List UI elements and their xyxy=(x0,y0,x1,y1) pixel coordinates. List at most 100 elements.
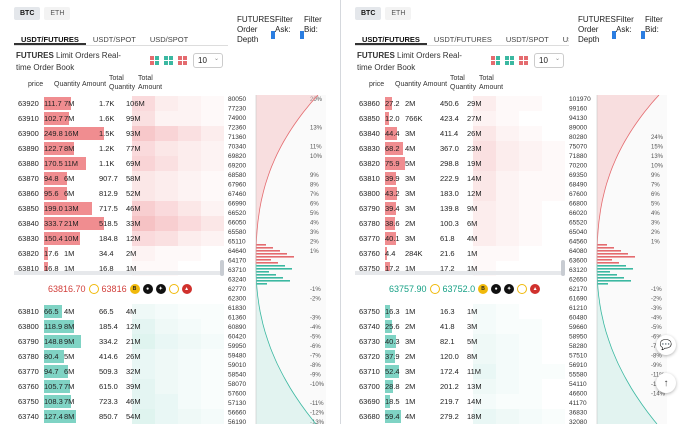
exchange-logo-icon[interactable] xyxy=(88,284,99,294)
asks-heat-cells xyxy=(473,111,565,126)
bids-row[interactable]: 63680 59.4 4M 279.2 18M xyxy=(355,409,565,424)
asks-row[interactable]: 63880 170.5 11M 1.1K 69M xyxy=(14,156,224,171)
asks-quantity-bar xyxy=(44,97,71,110)
asks-row[interactable]: 63850 199.0 13M 717.5 46M xyxy=(14,201,224,216)
asks-row[interactable]: 63920 111.7 7M 1.7K 106M xyxy=(14,96,224,111)
asks-row[interactable]: 63830 150.4 10M 184.8 12M xyxy=(14,231,224,246)
asks-row[interactable]: 63800 43.2 3M 183.0 12M xyxy=(355,186,565,201)
view-bids-icon[interactable] xyxy=(164,56,173,65)
bids-row[interactable]: 63740 127.4 8M 850.7 54M xyxy=(14,409,224,424)
depth-price-label: 63120 xyxy=(569,267,587,274)
bids-row[interactable]: 63740 25.6 2M 41.8 3M xyxy=(355,319,565,334)
scroll-top-button[interactable]: ↑ xyxy=(656,373,676,393)
market-tab[interactable]: USD/SPOT xyxy=(562,35,569,44)
bids-row[interactable]: 63690 18.5 1M 219.7 14M xyxy=(355,394,565,409)
exchange-logo-icon[interactable] xyxy=(429,284,440,294)
view-both-icon[interactable] xyxy=(491,56,500,65)
depth-level-bar xyxy=(256,268,292,270)
asks-row[interactable]: 63810 39.9 3M 222.9 14M xyxy=(355,171,565,186)
filter-ask-label[interactable]: Filter Ask: xyxy=(275,15,293,34)
bids-row[interactable]: 63730 40.3 3M 82.1 5M xyxy=(355,334,565,349)
coin-tab-btc[interactable]: BTC xyxy=(355,7,382,20)
market-tab[interactable]: USD/SPOT xyxy=(149,35,189,44)
bids-row[interactable]: 63810 66.5 4M 66.5 4M xyxy=(14,304,224,319)
filter-ask-label[interactable]: Filter Ask: xyxy=(616,15,634,34)
total-amount-cell: 52M xyxy=(126,189,141,198)
filter-bid-label[interactable]: Filter Bid: xyxy=(304,15,322,34)
bids-row[interactable]: 63700 28.8 2M 201.2 13M xyxy=(355,379,565,394)
bids-quantity-bar xyxy=(44,350,64,363)
asks-row[interactable]: 63760 4.4 284K 21.6 1M xyxy=(355,246,565,261)
bids-row[interactable]: 63770 94.7 6M 509.3 32M xyxy=(14,364,224,379)
asks-row[interactable]: 63850 12.0 766K 423.4 27M xyxy=(355,111,565,126)
exchange-logo-icon[interactable]: ▲ xyxy=(530,284,541,294)
asks-row[interactable]: 63790 39.4 3M 139.8 9M xyxy=(355,201,565,216)
bids-heat-cells xyxy=(132,379,224,394)
exchange-logo-icon[interactable]: ● xyxy=(142,284,153,294)
okx-logo-icon[interactable]: ✦ xyxy=(155,284,166,294)
asks-row[interactable]: 63870 94.8 6M 907.7 58M xyxy=(14,171,224,186)
depth-select[interactable]: 10 ⌄ xyxy=(193,53,223,68)
okx-logo-icon[interactable]: ✦ xyxy=(504,284,515,294)
binance-logo-icon[interactable]: B xyxy=(129,284,140,294)
asks-quantity-bar xyxy=(385,232,396,245)
coin-tab-eth[interactable]: ETH xyxy=(44,7,71,20)
asks-row[interactable]: 63830 68.2 4M 367.0 23M xyxy=(355,141,565,156)
bid-depth-area xyxy=(597,264,657,424)
col-total-amount: Total Amount xyxy=(138,75,163,91)
bids-row[interactable]: 63750 16.3 1M 16.3 1M xyxy=(355,304,565,319)
binance-logo-icon[interactable]: B xyxy=(478,284,489,294)
asks-quantity-bar xyxy=(385,202,396,215)
exchange-logo-icon[interactable] xyxy=(517,284,528,294)
asks-row[interactable]: 63840 333.7 21M 518.5 33M xyxy=(14,216,224,231)
exchange-logo-icon[interactable]: ● xyxy=(491,284,502,294)
price-cell: 63910 xyxy=(18,114,39,123)
book-scrollbar[interactable] xyxy=(561,260,565,276)
asks-row[interactable]: 63770 40.1 3M 61.8 4M xyxy=(355,231,565,246)
book-scrollbar[interactable] xyxy=(220,260,224,276)
asks-quantity-bar xyxy=(44,127,104,140)
price-cell: 63820 xyxy=(359,159,380,168)
asks-quantity-bar xyxy=(44,217,104,230)
bids-row[interactable]: 63790 148.8 9M 334.2 21M xyxy=(14,334,224,349)
market-tab[interactable]: USDT/FUTURES xyxy=(14,33,86,45)
asks-row[interactable]: 63860 27.2 2M 450.6 29M xyxy=(355,96,565,111)
bids-row[interactable]: 63750 108.3 7M 723.3 46M xyxy=(14,394,224,409)
depth-select[interactable]: 10 ⌄ xyxy=(534,53,564,68)
view-both-icon[interactable] xyxy=(150,56,159,65)
bids-row[interactable]: 63800 118.9 8M 185.4 12M xyxy=(14,319,224,334)
bids-row[interactable]: 63710 52.4 3M 172.4 11M xyxy=(355,364,565,379)
asks-row[interactable]: 63820 75.9 5M 298.8 19M xyxy=(355,156,565,171)
market-tab[interactable]: USDT/FUTURES xyxy=(433,35,492,44)
quantity-cell: 40.3 xyxy=(385,337,400,346)
exchange-logo-icon[interactable]: ▲ xyxy=(181,284,192,294)
view-asks-icon[interactable] xyxy=(519,56,528,65)
chat-button[interactable]: 💬 xyxy=(656,335,676,355)
asks-row[interactable]: 63890 122.7 8M 1.2K 77M xyxy=(14,141,224,156)
bids-row[interactable]: 63780 80.4 5M 414.6 26M xyxy=(14,349,224,364)
bids-row[interactable]: 63720 37.9 2M 120.0 8M xyxy=(355,349,565,364)
asks-row[interactable]: 63820 17.6 1M 34.4 2M xyxy=(14,246,224,261)
total-amount-cell: 4M xyxy=(467,234,478,243)
market-tab[interactable]: USDT/SPOT xyxy=(92,35,136,44)
col-amount: Amount xyxy=(423,81,448,88)
market-tab[interactable]: USDT/SPOT xyxy=(505,35,549,44)
asks-row[interactable]: 63910 102.7 7M 1.6K 99M xyxy=(14,111,224,126)
depth-percent-label: 7% xyxy=(310,192,319,198)
view-asks-icon[interactable] xyxy=(178,56,187,65)
coin-tab-eth[interactable]: ETH xyxy=(385,7,412,20)
coin-tab-btc[interactable]: BTC xyxy=(14,7,41,20)
asks-row[interactable]: 63900 249.8 16M 1.5K 93M xyxy=(14,126,224,141)
asks-row[interactable]: 63780 38.6 2M 100.3 6M xyxy=(355,216,565,231)
asks-quantity-bar xyxy=(44,187,67,200)
view-bids-icon[interactable] xyxy=(505,56,514,65)
market-tab[interactable]: USDT/FUTURES xyxy=(355,33,427,45)
bids-row[interactable]: 63760 105.7 7M 615.0 39M xyxy=(14,379,224,394)
exchange-logo-icon[interactable] xyxy=(168,284,179,294)
total-quantity-cell: 518.5 xyxy=(99,219,118,228)
asks-row[interactable]: 63860 95.6 6M 812.9 52M xyxy=(14,186,224,201)
col-total-amount: Total Amount xyxy=(479,75,504,91)
filter-bid-label[interactable]: Filter Bid: xyxy=(645,15,663,34)
asks-row[interactable]: 63840 44.4 3M 411.4 26M xyxy=(355,126,565,141)
quantity-cell: 75.9 xyxy=(385,159,400,168)
